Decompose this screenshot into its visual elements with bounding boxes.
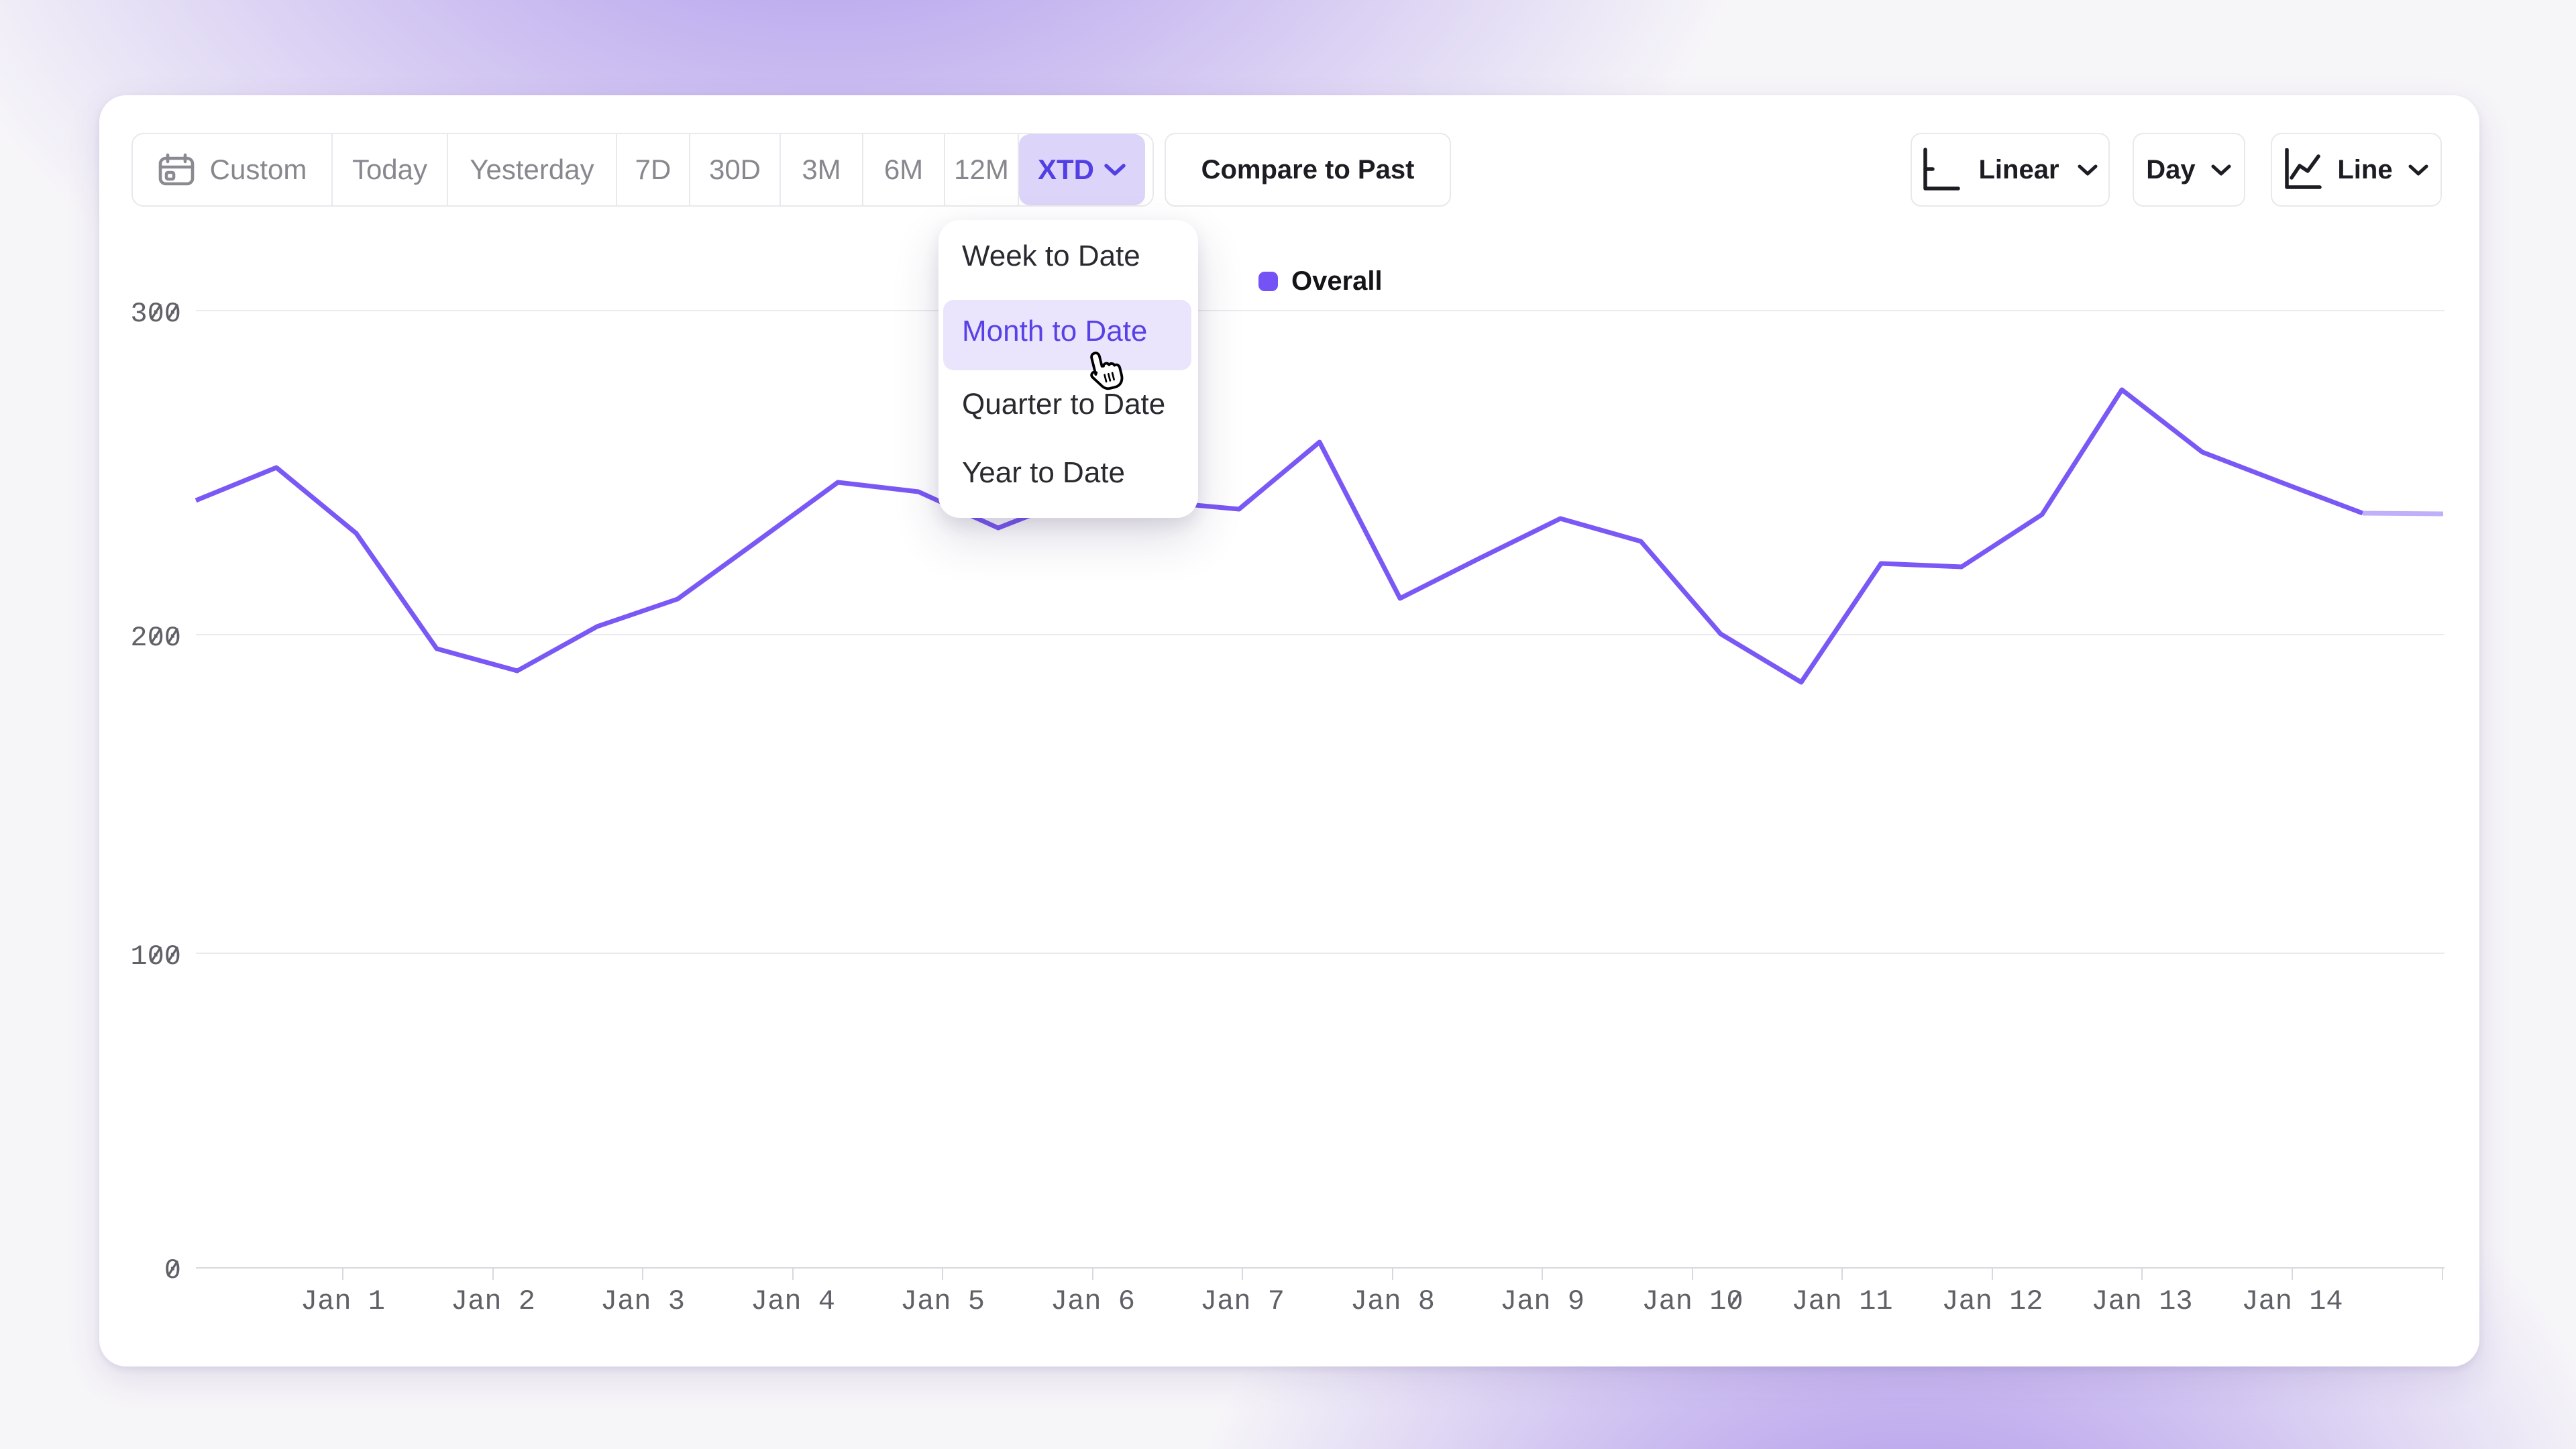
svg-text:Jan 9: Jan 9 — [1500, 1285, 1585, 1318]
svg-text:Jan 14: Jan 14 — [2241, 1285, 2343, 1318]
svg-text:Jan 10: Jan 10 — [1642, 1285, 1743, 1318]
svg-text:Jan 4: Jan 4 — [751, 1285, 835, 1318]
svg-text:Jan 8: Jan 8 — [1350, 1285, 1435, 1318]
svg-text:Jan 3: Jan 3 — [600, 1285, 685, 1318]
svg-text:Jan 5: Jan 5 — [900, 1285, 985, 1318]
svg-text:Jan 1: Jan 1 — [301, 1285, 385, 1318]
svg-text:Jan 12: Jan 12 — [1941, 1285, 2043, 1318]
svg-text:Jan 7: Jan 7 — [1200, 1285, 1285, 1318]
svg-text:Jan 13: Jan 13 — [2091, 1285, 2192, 1318]
svg-text:Jan 11: Jan 11 — [1791, 1285, 1892, 1318]
svg-text:Jan 6: Jan 6 — [1051, 1285, 1135, 1318]
svg-text:Jan 2: Jan 2 — [451, 1285, 535, 1318]
